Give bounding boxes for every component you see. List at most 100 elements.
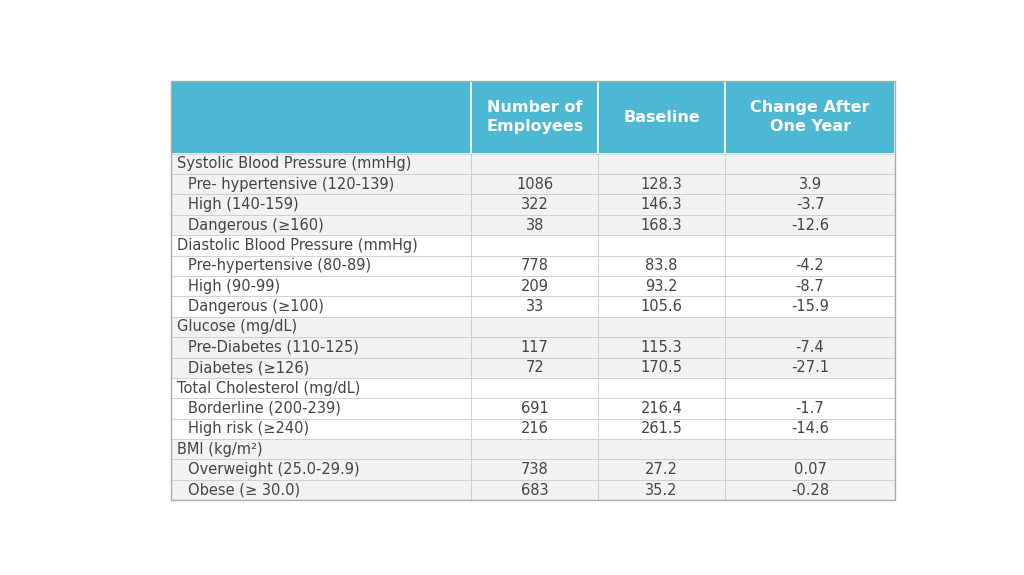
Bar — [471, 215, 598, 235]
Text: 209: 209 — [521, 279, 549, 294]
Bar — [598, 358, 725, 378]
Text: -15.9: -15.9 — [792, 299, 829, 314]
Text: -4.2: -4.2 — [796, 258, 824, 273]
Bar — [598, 276, 725, 296]
Text: 0.07: 0.07 — [794, 462, 826, 477]
Bar — [725, 378, 895, 398]
Bar — [725, 296, 895, 317]
Text: 683: 683 — [521, 482, 549, 497]
Text: 216: 216 — [521, 421, 549, 436]
Bar — [471, 439, 598, 459]
Bar — [171, 439, 471, 459]
Bar — [171, 378, 471, 398]
Bar — [471, 358, 598, 378]
Bar — [725, 439, 895, 459]
Bar — [725, 256, 895, 276]
Text: -3.7: -3.7 — [796, 197, 824, 212]
Bar — [471, 256, 598, 276]
Text: 128.3: 128.3 — [641, 177, 682, 192]
Text: 117: 117 — [521, 340, 549, 355]
Bar — [171, 296, 471, 317]
Text: -12.6: -12.6 — [792, 217, 829, 232]
Text: 3.9: 3.9 — [799, 177, 821, 192]
Text: 216.4: 216.4 — [641, 401, 682, 416]
Bar — [471, 235, 598, 256]
Text: 738: 738 — [521, 462, 549, 477]
Text: -7.4: -7.4 — [796, 340, 824, 355]
Text: 170.5: 170.5 — [641, 360, 683, 375]
Text: 83.8: 83.8 — [645, 258, 678, 273]
Text: 93.2: 93.2 — [645, 279, 678, 294]
Bar — [171, 317, 471, 337]
Text: Pre- hypertensive (120-139): Pre- hypertensive (120-139) — [187, 177, 394, 192]
Text: 322: 322 — [521, 197, 549, 212]
Bar — [471, 378, 598, 398]
Bar — [598, 81, 725, 154]
Text: Pre-Diabetes (110-125): Pre-Diabetes (110-125) — [187, 340, 358, 355]
Text: 115.3: 115.3 — [641, 340, 682, 355]
Bar — [598, 419, 725, 439]
Bar — [171, 174, 471, 194]
Bar — [725, 215, 895, 235]
Bar — [171, 276, 471, 296]
Bar — [598, 480, 725, 500]
Bar — [471, 154, 598, 174]
Text: -8.7: -8.7 — [796, 279, 824, 294]
Bar — [598, 337, 725, 358]
Bar — [171, 398, 471, 419]
Text: Total Cholesterol (mg/dL): Total Cholesterol (mg/dL) — [177, 381, 360, 396]
Text: BMI (kg/m²): BMI (kg/m²) — [177, 442, 262, 457]
Text: 1086: 1086 — [516, 177, 553, 192]
Bar — [598, 194, 725, 215]
Bar — [171, 235, 471, 256]
Text: -1.7: -1.7 — [796, 401, 824, 416]
Text: -0.28: -0.28 — [792, 482, 829, 497]
Bar — [171, 194, 471, 215]
Text: Dangerous (≥100): Dangerous (≥100) — [187, 299, 324, 314]
Bar — [171, 337, 471, 358]
Text: Obese (≥ 30.0): Obese (≥ 30.0) — [187, 482, 300, 497]
Text: High (90-99): High (90-99) — [187, 279, 280, 294]
Text: Number of
Employees: Number of Employees — [486, 100, 584, 134]
Bar — [171, 358, 471, 378]
Text: 27.2: 27.2 — [645, 462, 678, 477]
Bar — [725, 235, 895, 256]
Bar — [598, 459, 725, 480]
Text: 168.3: 168.3 — [641, 217, 682, 232]
Bar — [471, 398, 598, 419]
Bar — [598, 154, 725, 174]
Bar — [598, 256, 725, 276]
Bar — [725, 419, 895, 439]
Text: Systolic Blood Pressure (mmHg): Systolic Blood Pressure (mmHg) — [177, 156, 412, 171]
Bar — [471, 459, 598, 480]
Text: Change After
One Year: Change After One Year — [751, 100, 869, 134]
Bar — [471, 276, 598, 296]
Bar — [598, 215, 725, 235]
Text: 146.3: 146.3 — [641, 197, 682, 212]
Text: Borderline (200-239): Borderline (200-239) — [187, 401, 341, 416]
Bar — [598, 296, 725, 317]
Bar — [725, 174, 895, 194]
Bar — [471, 174, 598, 194]
Bar — [171, 256, 471, 276]
Bar — [598, 378, 725, 398]
Bar — [471, 419, 598, 439]
Bar — [171, 81, 471, 154]
Bar — [725, 317, 895, 337]
Bar — [598, 439, 725, 459]
Bar — [725, 194, 895, 215]
Text: 261.5: 261.5 — [641, 421, 682, 436]
Bar — [171, 459, 471, 480]
Bar — [725, 480, 895, 500]
Bar — [725, 81, 895, 154]
Bar — [725, 276, 895, 296]
Text: Baseline: Baseline — [624, 110, 700, 125]
Bar — [598, 174, 725, 194]
Text: 38: 38 — [525, 217, 544, 232]
Bar — [598, 398, 725, 419]
Text: 72: 72 — [525, 360, 544, 375]
Bar — [725, 337, 895, 358]
Bar — [598, 235, 725, 256]
Text: Overweight (25.0-29.9): Overweight (25.0-29.9) — [187, 462, 359, 477]
Bar — [471, 194, 598, 215]
